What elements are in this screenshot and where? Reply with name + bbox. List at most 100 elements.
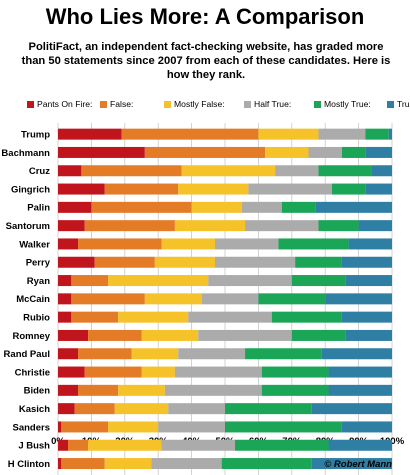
legend-label: False: — [110, 99, 134, 109]
bar-segment — [91, 201, 192, 213]
legend-item: False: — [100, 98, 133, 110]
category-label: Christie — [15, 367, 50, 378]
bar-segment — [248, 183, 332, 195]
bar-segment — [281, 201, 316, 213]
legend-label: Mostly True: — [324, 99, 371, 109]
bar-segment — [58, 293, 72, 305]
bar-segment — [58, 128, 122, 140]
bar-segment — [141, 329, 199, 341]
category-label: McCain — [16, 294, 50, 305]
bar-segment — [58, 348, 79, 360]
bar-segment — [174, 366, 262, 378]
bar-segment — [58, 366, 85, 378]
bar-segment — [261, 384, 329, 396]
bar-segment — [328, 384, 392, 396]
legend-label: Half True: — [254, 99, 292, 109]
bar-segment — [331, 183, 366, 195]
x-tick-label: 100% — [380, 436, 405, 447]
legend-swatch — [27, 100, 34, 108]
bar-segment — [311, 403, 392, 415]
bar-segment — [61, 458, 105, 470]
bar-segment — [131, 348, 179, 360]
bar-segment — [71, 293, 145, 305]
legend-swatch — [164, 100, 171, 108]
bar-segment — [58, 165, 82, 177]
bar-segment — [181, 165, 276, 177]
bar-segment — [114, 403, 169, 415]
bar-segment — [108, 275, 209, 287]
bar-segment — [58, 439, 69, 451]
bar-segment — [154, 256, 215, 268]
bar-segment — [88, 329, 142, 341]
category-label: Palin — [27, 203, 50, 214]
legend-item: True: — [387, 98, 410, 110]
bar-segment — [245, 348, 322, 360]
bar-segment — [158, 421, 225, 433]
bar-segment — [348, 238, 392, 250]
bar-segment — [141, 366, 175, 378]
bar-segment — [58, 311, 72, 323]
bar-segment — [311, 458, 392, 470]
bar-segment — [84, 220, 175, 232]
bar-segment — [201, 293, 259, 305]
bar-segment — [74, 403, 115, 415]
legend-item: Mostly False: — [164, 98, 225, 110]
bar-segment — [161, 238, 215, 250]
category-label: J Bush — [18, 441, 50, 452]
bar-segment — [225, 421, 342, 433]
bar-segment — [78, 348, 132, 360]
category-label: Perry — [26, 258, 51, 269]
legend-swatch — [244, 100, 251, 108]
bar-segment — [358, 220, 392, 232]
bar-segment — [58, 238, 79, 250]
bar-segment — [345, 275, 392, 287]
bar-segment — [208, 275, 292, 287]
category-label: Biden — [24, 386, 51, 397]
bar-segment — [371, 165, 392, 177]
bar-segment — [118, 311, 189, 323]
bar-segment — [58, 458, 62, 470]
bar-segment — [58, 403, 75, 415]
bar-segment — [325, 293, 392, 305]
bar-segment — [388, 128, 392, 140]
bar-segment — [78, 384, 119, 396]
legend-label: Pants On Fire: — [37, 99, 93, 109]
category-label: Walker — [19, 239, 50, 250]
chart-subtitle: PolitiFact, an independent fact-checking… — [21, 41, 391, 81]
category-label: Trump — [21, 129, 50, 140]
legend-swatch — [314, 100, 321, 108]
category-label: Kasich — [19, 404, 50, 415]
bar-segment — [315, 201, 392, 213]
bar-segment — [71, 275, 109, 287]
bar-segment — [308, 146, 342, 158]
bar-segment — [318, 128, 366, 140]
bar-segment — [265, 146, 309, 158]
bar-segment — [214, 256, 296, 268]
bar-segment — [84, 366, 142, 378]
bar-segment — [104, 183, 179, 195]
legend-swatch — [387, 100, 394, 108]
bar-segment — [365, 146, 392, 158]
bar-segment — [144, 293, 202, 305]
bar-segment — [258, 293, 326, 305]
bar-segment — [328, 366, 392, 378]
bar-segment — [104, 458, 152, 470]
bar-segment — [94, 256, 155, 268]
bar-segment — [58, 384, 79, 396]
category-label: H Clinton — [8, 459, 50, 470]
category-label: Rand Paul — [4, 349, 50, 360]
bar-segment — [108, 421, 159, 433]
bar-segment — [178, 183, 249, 195]
category-label: Sanders — [13, 422, 51, 433]
category-label: Rubio — [23, 312, 50, 323]
bar-segment — [341, 311, 392, 323]
category-label: Santorum — [6, 221, 50, 232]
bar-segment — [341, 146, 366, 158]
bar-segment — [341, 421, 392, 433]
bar-segment — [58, 421, 62, 433]
bar-segment — [275, 165, 319, 177]
category-label: Gingrich — [11, 184, 50, 195]
bar-segment — [58, 183, 105, 195]
bar-segment — [58, 256, 95, 268]
